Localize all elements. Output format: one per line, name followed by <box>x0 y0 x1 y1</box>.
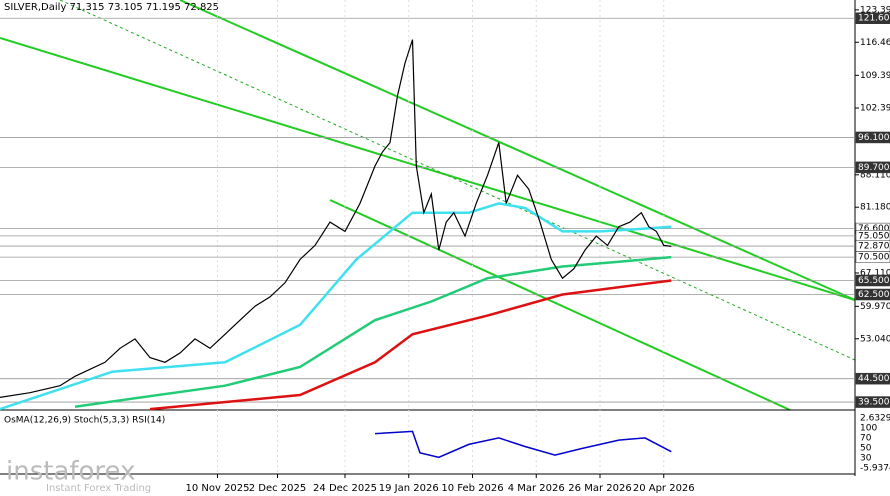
y-tick-label: 109.390 <box>860 71 890 81</box>
level-label: 121.600 <box>858 14 890 24</box>
oscillator-axis-label: 70 <box>860 434 872 444</box>
oscillator-title: OsMA(12,26,9) Stoch(5,3,3) RSI(14) <box>4 416 165 426</box>
y-tick-label: 53.040 <box>860 334 890 344</box>
level-label: 62.500 <box>858 290 890 300</box>
x-tick-label: 4 Mar 2026 <box>508 483 565 494</box>
oscillator-axis-label: 2.6329 <box>860 414 890 424</box>
level-box <box>855 396 890 408</box>
trend-line <box>0 37 856 301</box>
level-label: 65.500 <box>858 276 890 286</box>
level-box <box>855 288 890 301</box>
level-label: 96.100 <box>858 133 890 143</box>
level-label: 89.700 <box>858 163 890 173</box>
level-label: 75.050 <box>858 231 890 241</box>
x-tick-label: 24 Dec 2025 <box>313 483 377 494</box>
x-tick-label: 19 Jan 2026 <box>379 483 439 494</box>
level-box <box>855 274 890 287</box>
level-box <box>855 251 890 263</box>
trend-line <box>329 199 791 411</box>
x-tick-label: 20 Apr 2026 <box>633 483 695 494</box>
series-line <box>149 279 672 411</box>
x-tick-label: 10 Nov 2025 <box>185 483 249 494</box>
oscillator-axis-label: -5.9374 <box>860 464 890 474</box>
y-tick-label: 59.970 <box>860 302 890 312</box>
series-line <box>0 202 672 411</box>
y-tick-label: 102.390 <box>860 104 890 114</box>
oscillator-axis-label: 50 <box>860 444 872 454</box>
oscillator-axis-label: 100 <box>860 424 877 434</box>
y-tick-label: 81.180 <box>860 203 890 213</box>
oscillator-axis-label: 30 <box>860 454 872 464</box>
level-label: 72.870 <box>858 242 890 252</box>
series-line <box>74 255 672 408</box>
level-box <box>855 161 890 174</box>
level-label: 70.500 <box>858 253 890 263</box>
level-box <box>855 131 890 144</box>
y-tick-label: 116.460 <box>860 38 890 48</box>
series-line <box>374 430 672 459</box>
trend-line <box>59 0 856 361</box>
y-tick-label: 67.110 <box>860 268 890 278</box>
watermark: instaforex <box>6 457 135 487</box>
watermark-sub: Instant Forex Trading <box>46 483 151 494</box>
level-box <box>855 12 890 24</box>
x-tick-label: 10 Feb 2026 <box>441 483 503 494</box>
series-line <box>0 39 672 398</box>
level-box <box>855 372 890 385</box>
y-tick-label: 88.110 <box>860 170 890 180</box>
y-tick-label: 123.390 <box>860 5 890 15</box>
x-tick-label: 2 Dec 2025 <box>249 483 307 494</box>
trend-line <box>179 0 856 301</box>
level-label: 76.600 <box>858 224 890 234</box>
x-tick-label: 26 Mar 2026 <box>568 483 631 494</box>
chart-title: SILVER,Daily 71.315 73.105 71.195 72.825 <box>4 2 219 13</box>
level-label: 39.500 <box>858 398 890 408</box>
level-label: 44.500 <box>858 374 890 384</box>
